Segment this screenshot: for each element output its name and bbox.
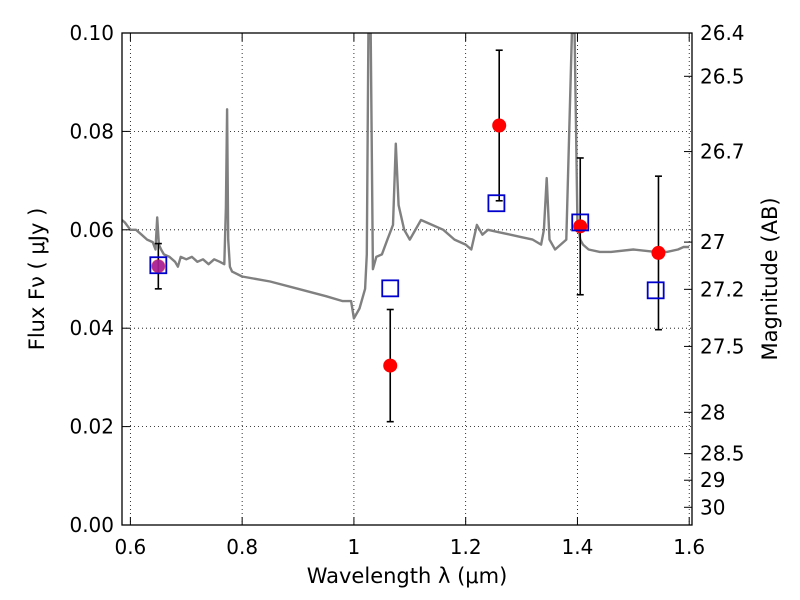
- model-point: [487, 194, 506, 213]
- model-point: [149, 256, 168, 275]
- model-point: [571, 213, 590, 232]
- y-tick-label: 0.06: [69, 218, 114, 242]
- right-tick-label: 28: [700, 400, 725, 424]
- x-tick-label: 1.2: [450, 535, 482, 559]
- right-tick-label: 28.5: [700, 442, 745, 466]
- x-tick-label: 1: [348, 535, 361, 559]
- right-tick-label: 26.5: [700, 64, 745, 88]
- markers-layer: [149, 49, 666, 423]
- right-tick-label: 27: [700, 230, 725, 254]
- observed-point: [383, 358, 398, 373]
- right-tick-label: 30: [700, 495, 725, 519]
- right-tick-label: 27.5: [700, 334, 745, 358]
- right-tick-label: 26.4: [700, 21, 745, 45]
- spectrum-line: [122, 33, 690, 320]
- x-tick-label: 1.6: [673, 535, 705, 559]
- x-tick-label: 0.6: [114, 535, 146, 559]
- grid-lines: [122, 32, 692, 526]
- y-tick-label: 0.02: [69, 415, 114, 439]
- ticks-layer: 0.6 0.8 1 1.2 1.4 1.6 0.00 0.02 0.04 0.06 0.08 0.10…: [69, 21, 744, 559]
- observed-point: [651, 245, 666, 260]
- x-axis-label: Wavelength λ (μm): [307, 564, 508, 588]
- y-tick-label: 0.04: [69, 316, 114, 340]
- right-tick-label: 27.2: [700, 277, 745, 301]
- observed-point: [492, 118, 507, 133]
- y-axis-label: Flux Fν ( μJy ): [25, 208, 49, 351]
- model-point: [381, 279, 400, 298]
- y-tick-label: 0.10: [69, 21, 114, 45]
- right-tick-label: 26.7: [700, 140, 745, 164]
- observed-point-overlap: [151, 259, 165, 273]
- x-tick-label: 0.8: [226, 535, 258, 559]
- x-tick-label: 1.4: [562, 535, 594, 559]
- right-axis-label: Magnitude (AB): [758, 197, 782, 360]
- right-tick-label: 29: [700, 468, 725, 492]
- y-tick-label: 0.00: [69, 513, 114, 537]
- spectrum-layer: [122, 33, 690, 320]
- model-point: [646, 281, 665, 300]
- y-tick-label: 0.08: [69, 119, 114, 143]
- plot-frame: [121, 32, 693, 526]
